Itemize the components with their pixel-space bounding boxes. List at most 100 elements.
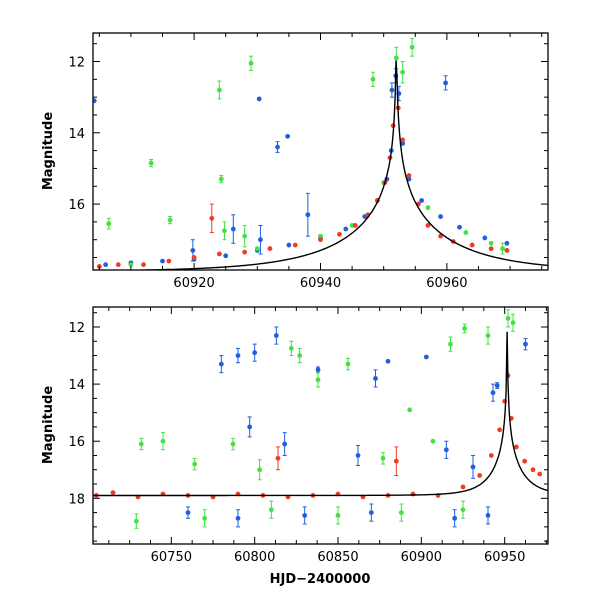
data-point-blue	[252, 350, 258, 356]
series-green	[106, 37, 505, 268]
y-tick-label: 14	[68, 378, 85, 393]
data-layer	[93, 37, 548, 270]
data-point-blue	[103, 262, 109, 268]
data-point-blue	[400, 141, 406, 146]
data-point-blue	[190, 247, 196, 253]
x-tick-label: 60960	[426, 276, 467, 291]
data-point-blue	[385, 358, 391, 364]
data-point-red	[477, 473, 483, 478]
series-green	[133, 309, 516, 529]
data-point-blue	[185, 510, 191, 515]
data-point-green	[448, 341, 453, 347]
data-point-red	[469, 242, 475, 248]
data-point-blue	[470, 464, 476, 470]
data-point-green	[460, 507, 466, 513]
data-point-blue	[419, 198, 425, 203]
y-tick-label: 12	[68, 56, 85, 71]
data-point-green	[230, 441, 236, 447]
data-point-blue	[218, 361, 224, 367]
data-point-blue	[389, 87, 395, 93]
data-point-blue	[223, 253, 229, 259]
y-tick-label: 12	[68, 321, 85, 336]
data-point-green	[409, 44, 415, 50]
data-point-red	[337, 231, 342, 237]
data-point-red	[488, 246, 494, 252]
data-point-blue	[504, 240, 510, 246]
data-point-green	[488, 240, 494, 246]
data-point-blue	[343, 226, 349, 232]
data-point-red	[242, 249, 248, 255]
data-point-blue	[482, 235, 488, 241]
data-point-green	[500, 246, 505, 252]
data-point-green	[218, 176, 224, 182]
data-point-green	[167, 217, 173, 223]
data-point-blue	[286, 242, 292, 248]
x-tick-label: 60900	[401, 550, 442, 565]
data-point-green	[510, 320, 516, 326]
data-point-green	[242, 233, 248, 239]
data-point-green	[485, 333, 491, 338]
data-point-blue	[273, 333, 279, 338]
bottom-plot-area	[93, 309, 548, 529]
data-point-blue	[285, 133, 291, 139]
data-point-green	[463, 230, 469, 235]
data-point-red	[460, 484, 466, 490]
data-point-blue	[315, 367, 321, 373]
data-point-blue	[443, 80, 449, 86]
data-point-green	[335, 513, 341, 518]
data-point-green	[380, 455, 386, 461]
top-plot-area	[93, 37, 548, 270]
data-point-red	[497, 427, 503, 433]
data-point-green	[138, 441, 144, 447]
data-point-green	[425, 205, 431, 211]
data-point-red	[166, 258, 172, 264]
data-point-green	[257, 467, 263, 473]
data-point-red	[191, 255, 197, 260]
data-point-green	[370, 76, 376, 82]
data-point-red	[209, 215, 215, 221]
bottom-panel: 60750 60800 60850 60900 60950 12 14 16 18 Magnit…	[41, 306, 549, 587]
top-y-axis-label: Magnitude	[41, 112, 56, 191]
data-point-green	[407, 407, 413, 413]
x-tick-label: 60850	[317, 550, 358, 565]
data-point-green	[398, 510, 404, 515]
data-point-blue	[160, 258, 165, 264]
data-point-red	[537, 471, 543, 477]
data-point-green	[400, 69, 406, 75]
data-point-red	[141, 262, 146, 268]
data-point-blue	[485, 513, 491, 518]
data-point-blue	[247, 424, 253, 430]
series-red	[96, 105, 510, 269]
x-tick-label: 60800	[234, 550, 275, 565]
x-tick-label: 60950	[484, 550, 525, 565]
x-tick-label: 60750	[151, 550, 192, 565]
data-point-green	[462, 326, 468, 331]
data-point-blue	[258, 237, 263, 243]
data-point-green	[318, 233, 323, 239]
data-point-green	[430, 438, 436, 444]
data-point-red	[292, 242, 298, 248]
data-point-blue	[275, 144, 280, 150]
data-point-red	[216, 251, 222, 257]
data-point-blue	[523, 341, 528, 347]
data-point-blue	[443, 447, 449, 453]
model-curve	[93, 331, 548, 497]
data-point-blue	[256, 96, 262, 102]
top-panel: 60920 60940 60960 12 14 16 Magnitude	[41, 32, 549, 291]
data-point-green	[297, 353, 303, 358]
data-point-green	[192, 461, 198, 467]
bottom-x-axis-label: HJD−2400000	[270, 572, 371, 587]
data-point-blue	[452, 515, 458, 521]
data-point-red	[406, 173, 412, 178]
data-point-blue	[93, 98, 97, 104]
data-point-green	[133, 518, 139, 524]
data-point-blue	[235, 353, 241, 358]
bottom-y-axis-label: Magnitude	[41, 386, 56, 465]
data-point-blue	[438, 214, 443, 219]
data-point-red	[267, 246, 273, 252]
series-blue	[185, 326, 528, 528]
data-point-blue	[282, 441, 288, 447]
data-point-blue	[457, 224, 462, 230]
data-point-green	[268, 507, 274, 513]
